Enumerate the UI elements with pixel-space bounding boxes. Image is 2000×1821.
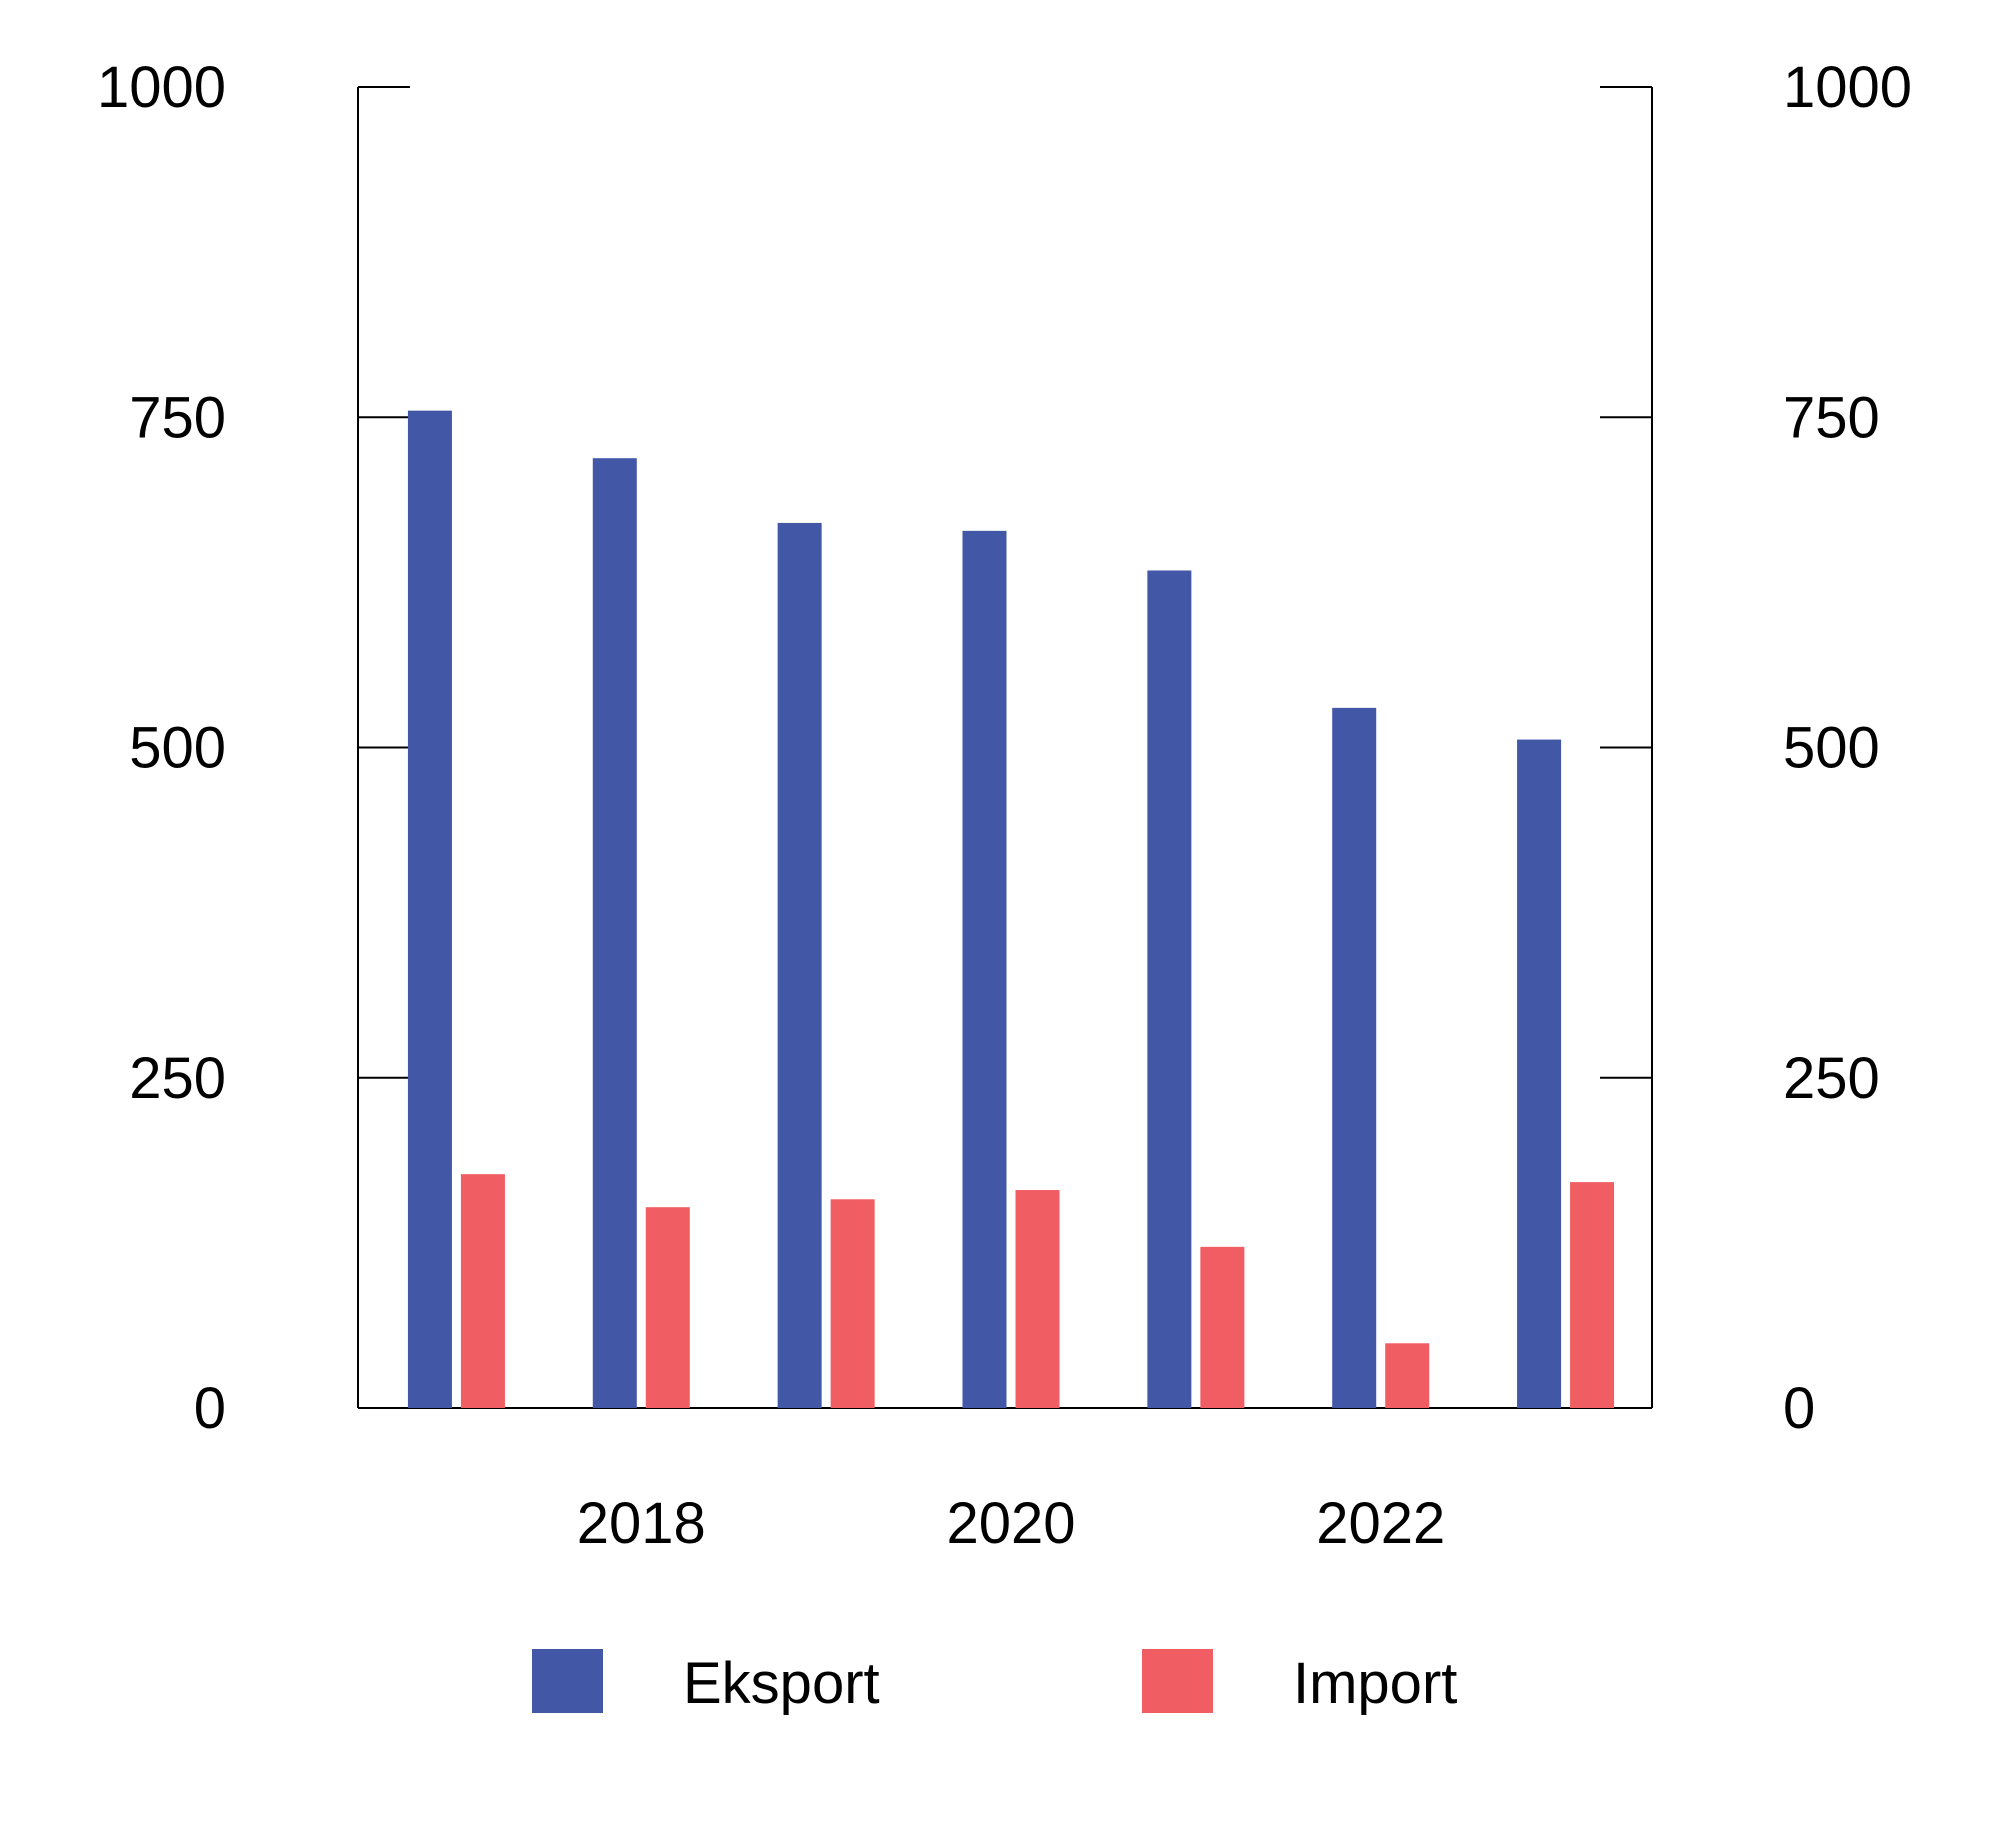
bar-import-2021 [1200,1246,1245,1408]
bar-import-2017 [460,1174,505,1408]
y-tick-label-right: 1000 [1783,55,1912,120]
y-tick-label-right: 500 [1783,716,1880,781]
legend-swatch-eksport [532,1649,603,1713]
bar-import-2022 [1385,1343,1430,1408]
legend-swatch-import [1142,1649,1213,1713]
y-tick-label-left: 0 [194,1376,226,1441]
y-tick-label-right: 250 [1783,1046,1880,1111]
bar-eksport-2021 [1147,570,1192,1408]
bar-eksport-2020 [962,530,1007,1408]
y-tick-label-left: 500 [129,716,226,781]
y-tick-label-left: 250 [129,1046,226,1111]
bar-eksport-2023 [1517,739,1562,1408]
bar-import-2023 [1570,1182,1615,1408]
y-tick-label-left: 750 [129,385,226,450]
bar-import-2019 [830,1199,875,1408]
x-tick-label: 2020 [946,1491,1075,1556]
x-tick-label: 2022 [1316,1491,1445,1556]
bar-eksport-2017 [407,410,452,1408]
legend-label-import: Import [1293,1651,1457,1716]
y-tick-label-right: 0 [1783,1376,1815,1441]
bar-import-2020 [1015,1190,1060,1408]
y-tick-label-left: 1000 [97,55,226,120]
bar-eksport-2019 [777,522,822,1408]
tick-labels: 0 0 250 250 500 500 750 750 1000 1000 2018 2020 2022 [97,55,1912,1556]
legend: Eksport Import [532,1649,1457,1716]
bars [407,410,1615,1408]
legend-label-eksport: Eksport [683,1651,880,1716]
x-tick-label: 2018 [577,1491,706,1556]
y-tick-label-right: 750 [1783,385,1880,450]
bar-eksport-2018 [592,458,637,1408]
bar-import-2018 [645,1207,690,1408]
bar-eksport-2022 [1332,707,1377,1408]
